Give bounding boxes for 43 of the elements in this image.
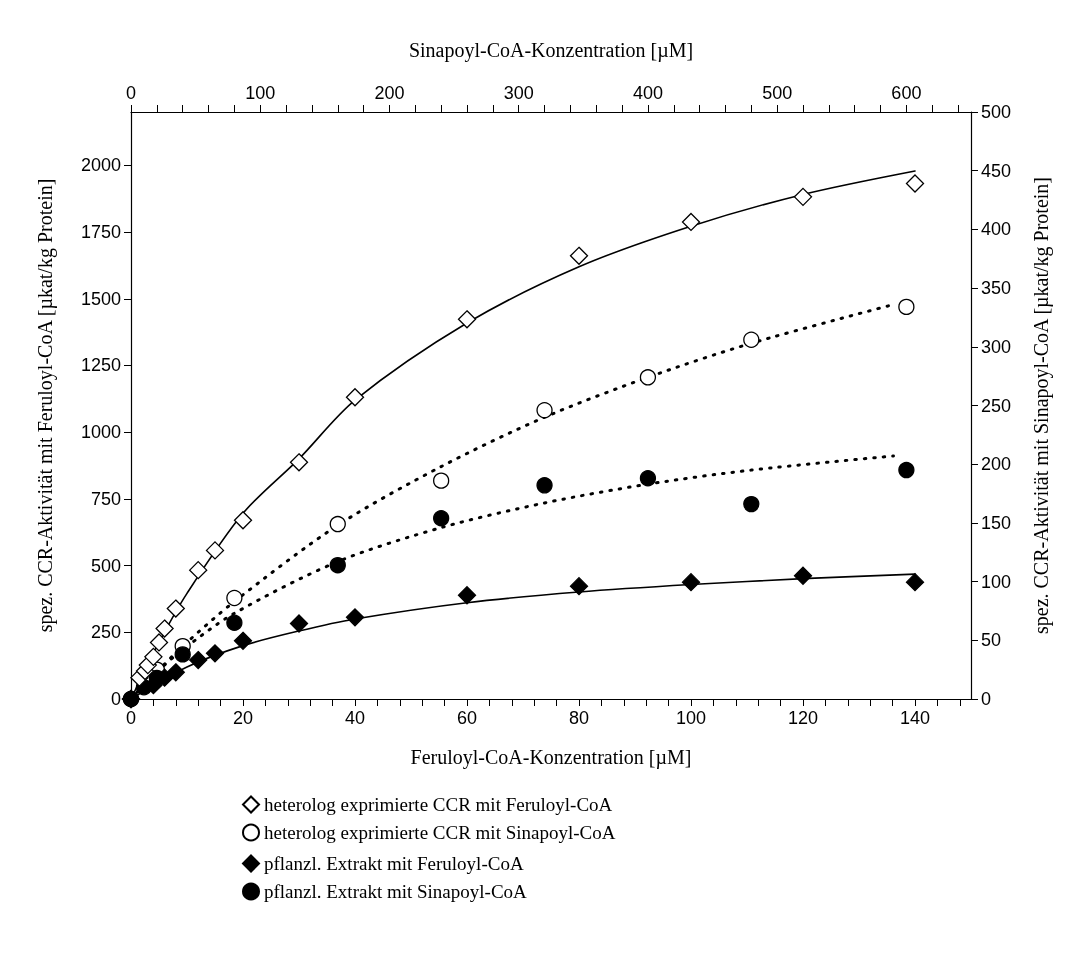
x-tick-label: 0 [125, 708, 137, 728]
x-tick-label: 40 [344, 708, 366, 728]
x-tick-label: 80 [568, 708, 590, 728]
legend-label: pflanzl. Extrakt mit Feruloyl-CoA [264, 853, 524, 874]
y-tick-label: 2000 [80, 155, 121, 176]
y-tick-label: 0 [981, 689, 992, 709]
y-tick-label: 50 [981, 630, 1002, 651]
legend-label: heterolog exprimierte CCR mit Sinapoyl-CoA [264, 822, 616, 843]
x-tick-label: 0 [125, 83, 137, 103]
y-tick-label: 400 [981, 219, 1012, 240]
x-tick-label: 140 [899, 708, 931, 728]
y-tick-label: 300 [981, 336, 1012, 357]
x-axis-title: Feruloyl-CoA-Konzentration [µM] [410, 746, 692, 769]
y-tick-label: 1500 [80, 288, 121, 309]
y-tick-label: 350 [981, 278, 1012, 299]
x-tick-label: 100 [675, 708, 707, 728]
x-tick-label: 400 [632, 83, 663, 103]
y-tick-label: 100 [981, 571, 1012, 592]
y-tick-label: 1000 [80, 422, 121, 443]
y-tick-label: 250 [90, 622, 121, 643]
y-tick-label: 0 [110, 689, 121, 709]
y-tick-label: 500 [90, 555, 121, 576]
y-tick-label: 450 [981, 160, 1012, 181]
legend-label: pflanzl. Extrakt mit Sinapoyl-CoA [264, 881, 528, 902]
x-axis-title: Sinapoyl-CoA-Konzentration [µM] [408, 39, 694, 62]
x-tick-label: 60 [456, 708, 478, 728]
y-tick-label: 250 [981, 395, 1012, 416]
x-tick-label: 600 [891, 83, 922, 103]
x-tick-label: 300 [503, 83, 534, 103]
y-tick-label: 1250 [80, 355, 121, 376]
x-tick-label: 120 [787, 708, 819, 728]
x-tick-label: 200 [374, 83, 405, 103]
y-tick-label: 150 [981, 512, 1012, 533]
y-tick-label: 750 [90, 488, 121, 509]
y-tick-label: 200 [981, 454, 1012, 475]
x-tick-label: 100 [245, 83, 276, 103]
x-tick-label: 500 [762, 83, 793, 103]
y-axis-title: spez. CCR-Aktivität mit Sinapoyl-CoA [µkat/kg Protein] [1030, 176, 1053, 635]
y-tick-label: 500 [981, 102, 1012, 122]
x-tick-label: 20 [232, 708, 254, 728]
y-axis-title: spez. CCR-Aktivität mit Feruloyl-CoA [µkat/kg Protein] [34, 178, 57, 633]
y-tick-label: 1750 [80, 222, 121, 243]
legend-label: heterolog exprimierte CCR mit Feruloyl-CoA [264, 794, 613, 815]
